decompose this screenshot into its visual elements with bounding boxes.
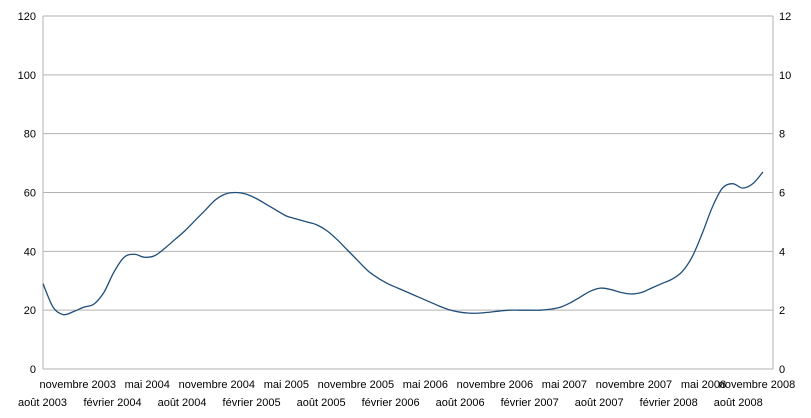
- y2-tick-label: 12: [779, 11, 791, 23]
- x-tick-label: février 2005: [223, 397, 281, 409]
- x-tick-label: août 2006: [436, 397, 485, 409]
- y-axis-right-ticks: 0 2 4 6 8 10 12: [779, 11, 791, 376]
- y2-tick-label: 4: [779, 246, 785, 258]
- y-tick-label: 120: [18, 11, 36, 23]
- x-tick-label: août 2003: [18, 397, 67, 409]
- x-tick-label: mai 2007: [542, 379, 587, 391]
- x-tick-label: novembre 2005: [318, 379, 394, 391]
- x-tick-label: novembre 2006: [457, 379, 533, 391]
- x-tick-label: août 2007: [575, 397, 624, 409]
- y-axis-left-ticks: 0 20 40 60 80 100 120: [18, 11, 36, 376]
- x-tick-label: février 2004: [83, 397, 141, 409]
- y-tick-label: 40: [24, 246, 36, 258]
- x-tick-label: novembre 2008: [719, 379, 795, 391]
- x-tick-label: août 2008: [714, 397, 763, 409]
- x-tick-label: février 2006: [362, 397, 420, 409]
- x-tick-label: mai 2008: [681, 379, 726, 391]
- series-line: [42, 171, 764, 316]
- series-group: [42, 171, 764, 316]
- y-tick-label: 20: [24, 305, 36, 317]
- x-tick-label: novembre 2007: [596, 379, 672, 391]
- x-tick-label: mai 2004: [125, 379, 170, 391]
- y-tick-label: 80: [24, 129, 36, 141]
- gridlines: [43, 15, 773, 311]
- y2-tick-label: 0: [779, 364, 785, 376]
- x-tick-label: février 2007: [501, 397, 559, 409]
- x-tick-label: août 2004: [158, 397, 207, 409]
- y2-tick-label: 10: [779, 70, 791, 82]
- y-tick-label: 60: [24, 188, 36, 200]
- x-axis-ticks: août 2003 novembre 2003 février 2004 mai 20…: [18, 379, 795, 409]
- y-tick-label: 100: [18, 70, 36, 82]
- x-tick-label: mai 2005: [264, 379, 309, 391]
- y2-tick-label: 6: [779, 188, 785, 200]
- x-tick-label: novembre 2003: [40, 379, 116, 391]
- y-tick-label: 0: [30, 364, 36, 376]
- y2-tick-label: 8: [779, 129, 785, 141]
- x-tick-label: août 2005: [297, 397, 346, 409]
- x-tick-label: mai 2006: [403, 379, 448, 391]
- axes: [42, 16, 774, 370]
- x-tick-label: novembre 2004: [179, 379, 255, 391]
- x-tick-label: février 2008: [640, 397, 698, 409]
- y2-tick-label: 2: [779, 305, 785, 317]
